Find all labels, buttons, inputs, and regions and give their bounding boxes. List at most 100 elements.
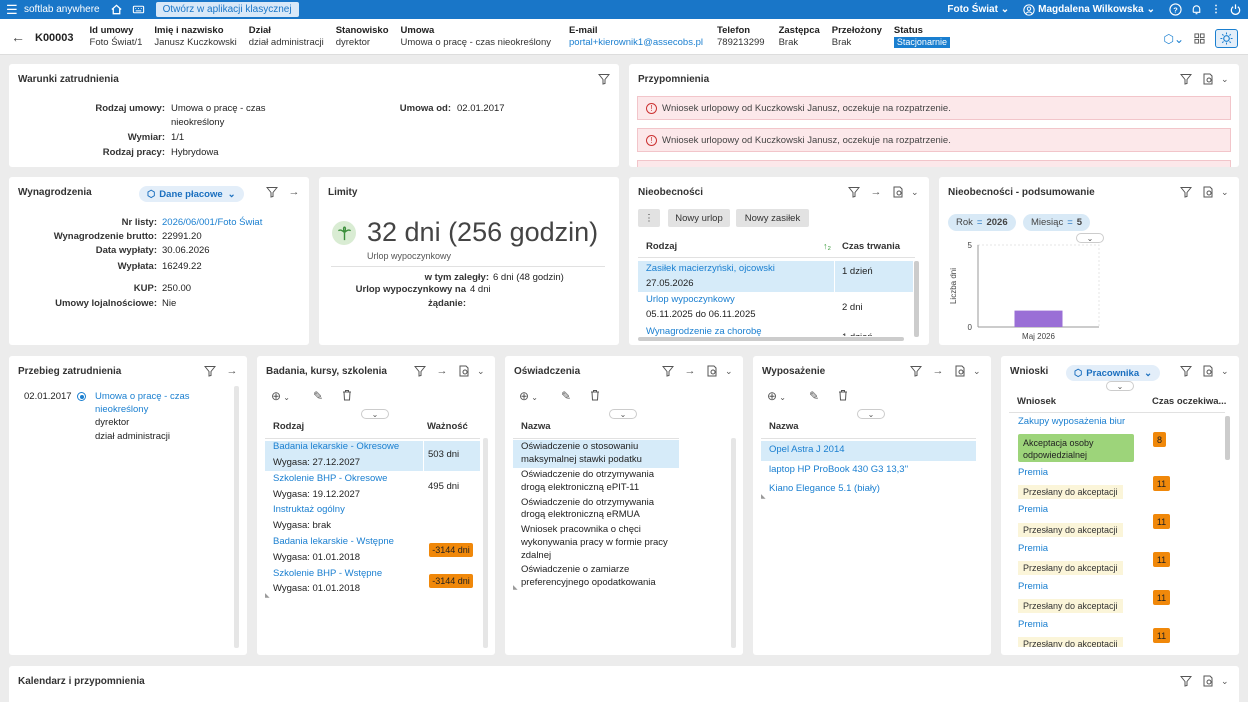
reminder-alert[interactable]: ! Wniosek urlopowy od Kuczkowski Janusz, … (637, 96, 1231, 120)
home-icon[interactable] (110, 3, 124, 17)
bell-icon[interactable] (1190, 3, 1203, 16)
request-name[interactable]: Premia (1018, 504, 1049, 515)
declaration-name[interactable]: Oświadczenie do otrzymywania (521, 497, 655, 508)
open-classic-app-button[interactable]: Otwórz w aplikacji klasycznej (155, 2, 299, 17)
declaration-name[interactable]: zdalnej (521, 550, 552, 561)
scrollbar[interactable] (731, 438, 736, 648)
table-row[interactable] (265, 441, 480, 471)
declaration-name[interactable]: Oświadczenie do otrzymywania (521, 469, 655, 480)
payroll-link[interactable]: 2026/06/001/Foto Świat (162, 217, 263, 228)
add-circle-icon[interactable]: ⊕ ⌄ (519, 389, 538, 403)
declaration-name[interactable]: wykonywania pracy w formie pracy (521, 537, 668, 548)
training-name[interactable]: Szkolenie BHP - Okresowe (273, 473, 388, 484)
training-name[interactable]: Szkolenie BHP - Wstępne (273, 568, 383, 579)
chevron-down-icon[interactable]: ⌄ (1221, 675, 1229, 686)
year-filter-chip[interactable]: Rok = 2026 (948, 214, 1016, 231)
table-row[interactable] (638, 261, 913, 292)
declaration-name[interactable]: Oświadczenie o zamiarze (521, 564, 630, 575)
column-header-type[interactable]: Rodzaj (273, 421, 305, 432)
arrow-right-icon[interactable]: → (436, 365, 448, 377)
collapse-toggle[interactable]: ⌄ (361, 409, 389, 419)
new-allowance-button[interactable]: Nowy zasiłek (736, 209, 809, 227)
absence-name[interactable]: Urlop wypoczynkowy (646, 294, 735, 305)
arrow-right-icon[interactable]: → (288, 186, 300, 198)
column-header-validity[interactable]: Ważność (427, 421, 468, 432)
equipment-name[interactable]: laptop HP ProBook 430 G3 13,3'' (769, 464, 909, 475)
request-name[interactable]: Zakupy wyposażenia biur (1018, 416, 1126, 427)
equipment-name[interactable]: Opel Astra J 2014 (769, 444, 845, 455)
request-name[interactable]: Premia (1018, 619, 1049, 630)
cube-icon[interactable]: ⬡⌄ (1163, 31, 1184, 46)
power-icon[interactable] (1229, 3, 1242, 16)
absence-name[interactable]: Zasiłek macierzyński, ojcowski (646, 263, 775, 274)
more-vertical-icon[interactable]: ⋮ (1211, 4, 1221, 15)
reminder-alert-partial[interactable] (637, 160, 1231, 167)
chevron-down-icon[interactable]: ⌄ (973, 365, 981, 376)
column-header-wait-time[interactable]: Czas oczekiwa... (1152, 396, 1227, 407)
request-name[interactable]: Premia (1018, 467, 1049, 478)
report-search-icon[interactable] (1199, 672, 1217, 690)
report-search-icon[interactable] (889, 183, 907, 201)
sort-asc-icon[interactable]: ↑₂ (823, 241, 831, 251)
report-search-icon[interactable] (1199, 362, 1217, 380)
scrollbar[interactable] (483, 438, 488, 648)
report-search-icon[interactable] (1199, 183, 1217, 201)
keyboard-icon[interactable] (132, 3, 146, 17)
column-header-request[interactable]: Wniosek (1017, 396, 1057, 407)
table-row[interactable] (761, 441, 976, 461)
arrow-right-icon[interactable]: → (684, 365, 696, 377)
filter-icon[interactable] (1177, 183, 1195, 201)
report-search-icon[interactable] (455, 362, 473, 380)
chevron-down-icon[interactable]: ⌄ (477, 365, 485, 376)
filter-icon[interactable] (845, 183, 863, 201)
new-leave-button[interactable]: Nowy urlop (668, 209, 730, 227)
history-contract-link[interactable]: Umowa o pracę - czas (95, 391, 190, 402)
filter-icon[interactable] (659, 362, 677, 380)
edit-pencil-icon[interactable]: ✎ (809, 389, 820, 403)
chevron-down-icon[interactable]: ⌄ (725, 365, 733, 376)
collapse-toggle[interactable]: ⌄ (1106, 381, 1134, 391)
arrow-right-icon[interactable]: → (932, 365, 944, 377)
chevron-down-icon[interactable]: ⌄ (911, 186, 919, 197)
absence-name[interactable]: Wynagrodzenie za chorobę (646, 326, 762, 336)
scrollbar[interactable] (1225, 416, 1230, 460)
arrow-right-icon[interactable]: → (226, 365, 238, 377)
column-header-type[interactable]: Rodzaj (646, 241, 678, 252)
equipment-name[interactable]: Kiano Elegance 5.1 (biały) (769, 483, 880, 494)
user-menu[interactable]: Magdalena Wilkowska ⌄ (1023, 3, 1155, 16)
add-circle-icon[interactable]: ⊕ ⌄ (767, 389, 786, 403)
help-icon[interactable]: ? (1169, 3, 1182, 16)
filter-icon[interactable] (201, 362, 219, 380)
column-header-name[interactable]: Nazwa (769, 421, 799, 432)
filter-icon[interactable] (411, 362, 429, 380)
requests-scope-dropdown[interactable]: ⬡ Pracownika ⌄ (1066, 365, 1161, 381)
declaration-name[interactable]: drogą elektroniczną ePIT-11 (521, 482, 640, 493)
collapse-toggle[interactable]: ⌄ (1076, 233, 1104, 243)
chevron-down-icon[interactable]: ⌄ (1221, 73, 1229, 84)
report-search-icon[interactable] (703, 362, 721, 380)
declaration-name[interactable]: Oświadczenie o stosowaniu (521, 441, 639, 452)
filter-icon[interactable] (907, 362, 925, 380)
salary-data-dropdown[interactable]: ⬡ Dane płacowe ⌄ (139, 186, 244, 202)
training-name[interactable]: Instruktaż ogólny (273, 504, 345, 515)
company-selector[interactable]: Foto Świat ⌄ (947, 4, 1009, 15)
filter-icon[interactable] (263, 183, 281, 201)
collapse-toggle[interactable]: ⌄ (609, 409, 637, 419)
report-search-icon[interactable] (951, 362, 969, 380)
column-header-duration[interactable]: Czas trwania (842, 241, 901, 252)
filter-icon[interactable] (595, 70, 613, 88)
declaration-name[interactable]: Wniosek pracownika o chęci (521, 524, 641, 535)
back-arrow-icon[interactable]: ← (11, 29, 25, 45)
filter-icon[interactable] (1177, 70, 1195, 88)
delete-trash-icon[interactable] (589, 389, 601, 404)
reminder-alert[interactable]: ! Wniosek urlopowy od Kuczkowski Janusz, … (637, 128, 1231, 152)
report-search-icon[interactable] (1199, 70, 1217, 88)
history-contract-link[interactable]: nieokreślony (95, 404, 149, 415)
request-name[interactable]: Premia (1018, 543, 1049, 554)
declaration-name[interactable]: maksymalnej stawki podatku (521, 454, 642, 465)
scrollbar[interactable] (914, 261, 919, 337)
chevron-down-icon[interactable]: ⌄ (1221, 365, 1229, 376)
filter-icon[interactable] (1177, 362, 1195, 380)
edit-pencil-icon[interactable]: ✎ (313, 389, 324, 403)
declaration-name[interactable]: preferencyjnego opodatkowania (521, 577, 656, 588)
